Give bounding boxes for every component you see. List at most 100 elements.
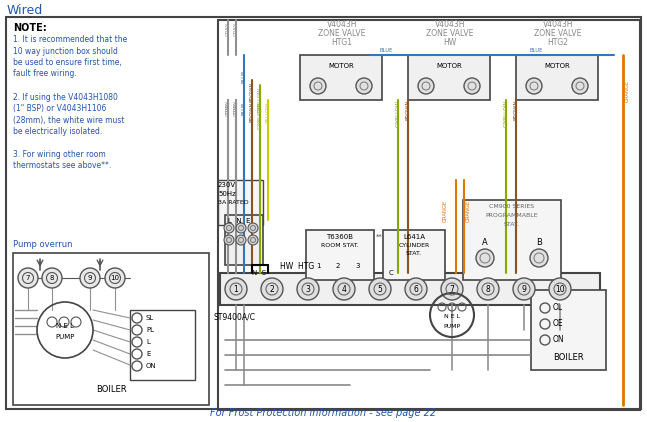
Text: thermostats see above**.: thermostats see above**.	[13, 162, 111, 170]
Text: ZONE VALVE: ZONE VALVE	[318, 29, 366, 38]
Text: PL: PL	[146, 327, 154, 333]
Text: NOTE:: NOTE:	[13, 23, 47, 33]
Text: STAT.: STAT.	[504, 222, 520, 227]
Text: 3A RATED: 3A RATED	[218, 200, 248, 205]
Text: CM900 SERIES: CM900 SERIES	[489, 204, 534, 209]
Circle shape	[405, 278, 427, 300]
Text: V4043H: V4043H	[435, 20, 465, 29]
Text: G/YELLOW: G/YELLOW	[395, 100, 400, 127]
Circle shape	[526, 78, 542, 94]
Text: 230V: 230V	[218, 182, 236, 188]
Bar	[225, 215, 263, 265]
Text: GREY: GREY	[226, 102, 230, 116]
Text: G/YELLOW: G/YELLOW	[258, 87, 263, 114]
Text: 3. For wiring other room: 3. For wiring other room	[13, 150, 105, 159]
Text: HTG1: HTG1	[331, 38, 353, 47]
Bar	[218, 20, 640, 410]
Circle shape	[297, 278, 319, 300]
Circle shape	[236, 223, 246, 233]
Text: G/YELLOW: G/YELLOW	[258, 102, 263, 129]
Text: 3: 3	[305, 284, 311, 293]
Text: BLUE: BLUE	[241, 102, 247, 115]
Text: ON: ON	[146, 363, 157, 369]
Text: ROOM STAT.: ROOM STAT.	[321, 243, 359, 248]
Bar	[130, 310, 195, 380]
Text: 10: 10	[111, 275, 120, 281]
Text: 9: 9	[521, 284, 527, 293]
Text: BLUE: BLUE	[530, 48, 543, 53]
Bar	[218, 180, 263, 225]
Text: YELLOW: YELLOW	[265, 102, 270, 123]
Text: ORANGE: ORANGE	[466, 200, 471, 222]
Text: C: C	[389, 270, 393, 276]
Text: 6: 6	[413, 284, 419, 293]
Text: **: **	[376, 234, 383, 240]
Text: Pump overrun: Pump overrun	[13, 240, 72, 249]
Text: 50Hz: 50Hz	[218, 191, 236, 197]
Circle shape	[261, 278, 283, 300]
Text: GREY: GREY	[226, 22, 230, 36]
Text: 9: 9	[88, 275, 93, 281]
Bar	[408, 55, 490, 100]
Text: BROWN: BROWN	[250, 82, 254, 103]
Circle shape	[310, 78, 326, 94]
Text: N  S: N S	[252, 270, 266, 276]
Text: HW  HTG: HW HTG	[280, 262, 314, 271]
Text: 2. If using the V4043H1080: 2. If using the V4043H1080	[13, 92, 118, 102]
Text: ST9400A/C: ST9400A/C	[213, 312, 255, 321]
Circle shape	[513, 278, 535, 300]
Circle shape	[80, 268, 100, 288]
Text: 4: 4	[342, 284, 346, 293]
Text: T6360B: T6360B	[327, 234, 353, 240]
Circle shape	[464, 78, 480, 94]
Text: ZONE VALVE: ZONE VALVE	[426, 29, 474, 38]
Text: A: A	[482, 238, 488, 247]
Text: CYLINDER: CYLINDER	[399, 243, 430, 248]
Text: be electrically isolated.: be electrically isolated.	[13, 127, 102, 136]
Text: ORANGE: ORANGE	[443, 200, 448, 222]
Bar	[220, 273, 600, 305]
Text: MOTOR: MOTOR	[544, 63, 570, 69]
Text: V4043H: V4043H	[327, 20, 357, 29]
Text: 10: 10	[555, 284, 565, 293]
Text: MOTOR: MOTOR	[328, 63, 354, 69]
Bar	[383, 230, 445, 280]
Text: (28mm), the white wire must: (28mm), the white wire must	[13, 116, 124, 124]
Text: be used to ensure first time,: be used to ensure first time,	[13, 58, 122, 67]
Text: SL: SL	[146, 315, 154, 321]
Circle shape	[224, 223, 234, 233]
Circle shape	[530, 249, 548, 267]
Circle shape	[418, 78, 434, 94]
Bar	[13, 253, 209, 405]
Text: G/YELLOW: G/YELLOW	[503, 100, 509, 127]
Text: ORANGE: ORANGE	[625, 80, 630, 102]
Text: PROGRAMMABLE: PROGRAMMABLE	[486, 213, 538, 218]
Text: BLUE: BLUE	[380, 48, 393, 53]
Bar	[300, 55, 382, 100]
Circle shape	[333, 278, 355, 300]
Text: BROWN: BROWN	[406, 100, 410, 120]
Bar	[516, 55, 598, 100]
Text: HTG2: HTG2	[547, 38, 569, 47]
Text: BLUE: BLUE	[241, 70, 247, 84]
Text: 2: 2	[336, 263, 340, 269]
Text: MOTOR: MOTOR	[436, 63, 462, 69]
Text: OL: OL	[553, 303, 563, 313]
Circle shape	[105, 268, 125, 288]
Bar	[463, 200, 561, 280]
Circle shape	[248, 235, 258, 245]
Text: GREY: GREY	[234, 22, 239, 36]
Text: HW: HW	[443, 38, 457, 47]
Text: 8: 8	[486, 284, 490, 293]
Text: 5: 5	[378, 284, 382, 293]
Circle shape	[236, 235, 246, 245]
Circle shape	[225, 278, 247, 300]
Text: PUMP: PUMP	[443, 324, 461, 328]
Circle shape	[477, 278, 499, 300]
Text: STAT.: STAT.	[406, 251, 422, 256]
Text: 10 way junction box should: 10 way junction box should	[13, 46, 118, 56]
Text: PUMP: PUMP	[55, 334, 74, 340]
Text: BROWN: BROWN	[250, 102, 254, 122]
Circle shape	[572, 78, 588, 94]
Text: 1: 1	[234, 284, 238, 293]
